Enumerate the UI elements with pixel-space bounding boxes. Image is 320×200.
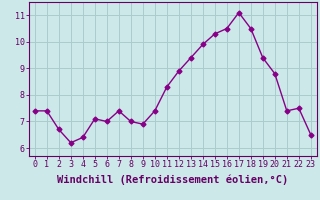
X-axis label: Windchill (Refroidissement éolien,°C): Windchill (Refroidissement éolien,°C) (57, 175, 288, 185)
